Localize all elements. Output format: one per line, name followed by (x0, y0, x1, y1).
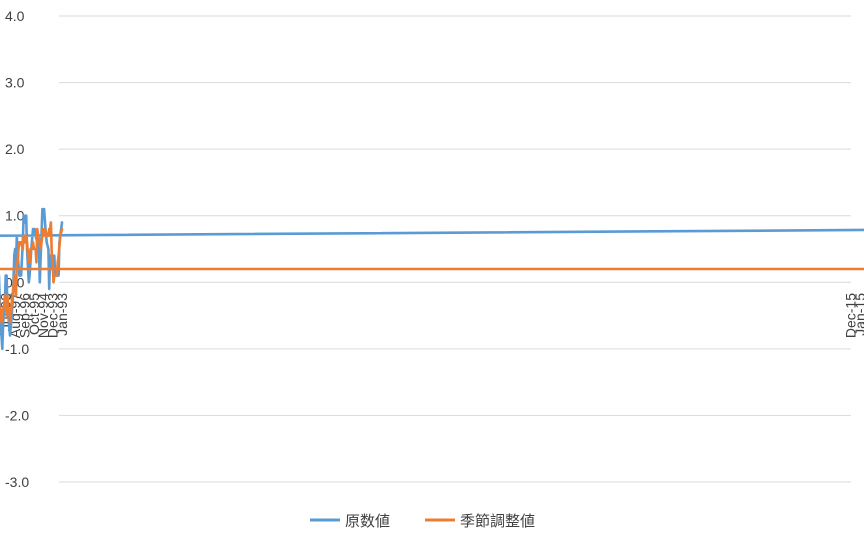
y-tick-label: -2.0 (5, 407, 29, 423)
y-tick-label: 4.0 (5, 8, 25, 24)
x-tick-label: Feb-14 (861, 293, 864, 338)
x-tick-label: Dec-93 (45, 293, 61, 338)
y-tick-label: -1.0 (5, 341, 29, 357)
y-tick-label: 1.0 (5, 208, 25, 224)
x-tick-label: Oct-95 (26, 293, 42, 335)
x-tick-label: Jan-15 (852, 293, 864, 336)
y-axis-tick-labels: 4.03.02.01.00.0-1.0-2.0-3.0 (5, 8, 29, 490)
y-tick-label: 2.0 (5, 141, 25, 157)
series-lines (0, 207, 864, 351)
legend-label-raw: 原数値 (345, 512, 390, 530)
x-axis-tick-labels: Jan-93Dec-93Nov-94Oct-95Sep-96Aug-97Jul-… (0, 293, 864, 338)
series-line-raw (0, 207, 864, 351)
gridlines (59, 15, 851, 483)
x-tick-label: Nov-94 (35, 293, 51, 338)
y-tick-label: 3.0 (5, 75, 25, 91)
legend: 原数値 季節調整値 (310, 512, 535, 530)
x-tick-label: Dec-15 (843, 293, 859, 338)
y-tick-label: -3.0 (5, 474, 29, 490)
legend-label-sa: 季節調整値 (460, 512, 535, 530)
x-tick-label: Sep-96 (16, 293, 32, 338)
x-tick-label: Jan-93 (54, 293, 70, 336)
series-line-seasonally-adjusted (0, 221, 864, 324)
